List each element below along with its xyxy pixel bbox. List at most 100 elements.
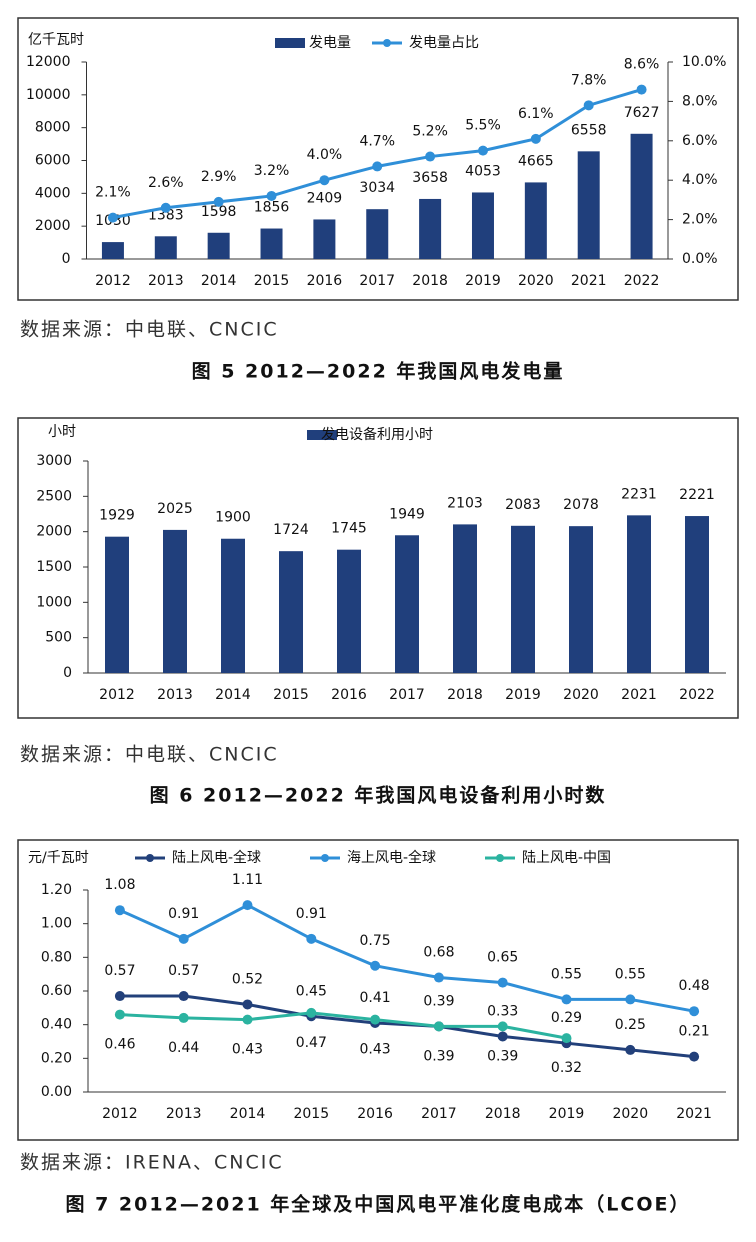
x-tick-label: 2021 bbox=[676, 1106, 712, 1122]
bar bbox=[366, 209, 389, 259]
x-tick-label: 2019 bbox=[549, 1106, 585, 1122]
legend-dot bbox=[496, 854, 504, 862]
data-label: 2.1% bbox=[95, 185, 131, 201]
data-label: 4.7% bbox=[359, 133, 395, 149]
bar bbox=[154, 236, 177, 259]
y-tick-label: 1500 bbox=[36, 559, 72, 575]
data-label: 0.21 bbox=[679, 1024, 710, 1040]
point bbox=[636, 84, 647, 95]
y2-tick-label: 4.0% bbox=[682, 172, 718, 188]
y-tick-label: 0 bbox=[62, 251, 71, 267]
data-label: 1745 bbox=[331, 521, 367, 537]
data-label: 8.6% bbox=[624, 57, 660, 73]
data-label: 1598 bbox=[201, 204, 237, 220]
point bbox=[160, 202, 171, 213]
x-tick-label: 2016 bbox=[331, 687, 367, 703]
y2-tick-label: 8.0% bbox=[682, 93, 718, 109]
line bbox=[112, 88, 642, 220]
x-tick-label: 2014 bbox=[201, 273, 237, 289]
y-tick-label: 2500 bbox=[36, 488, 72, 504]
x-tick-label: 2022 bbox=[679, 687, 715, 703]
legend-dot bbox=[146, 854, 154, 862]
y-tick-label: 3000 bbox=[36, 453, 72, 469]
y-tick-label: 2000 bbox=[35, 218, 71, 234]
figure-caption: 图 7 2012—2021 年全球及中国风电平准化度电成本（LCOE） bbox=[65, 1193, 690, 1216]
data-label: 1.11 bbox=[232, 872, 263, 888]
bar bbox=[101, 242, 124, 259]
point bbox=[242, 900, 253, 911]
bar bbox=[419, 198, 442, 259]
bar bbox=[221, 538, 245, 673]
bar bbox=[105, 536, 129, 673]
point bbox=[242, 999, 253, 1010]
point bbox=[306, 1007, 317, 1018]
bar bbox=[511, 525, 535, 673]
data-label: 0.57 bbox=[104, 963, 135, 979]
data-label: 0.29 bbox=[551, 1010, 582, 1026]
y2-tick-label: 2.0% bbox=[682, 212, 718, 228]
data-label: 7.8% bbox=[571, 72, 607, 88]
data-label: 1949 bbox=[389, 506, 425, 522]
data-label: 7627 bbox=[624, 105, 660, 121]
point bbox=[370, 960, 381, 971]
bar bbox=[337, 549, 361, 673]
y2-tick-label: 10.0% bbox=[682, 54, 726, 70]
x-tick-label: 2018 bbox=[412, 273, 448, 289]
point bbox=[583, 100, 594, 111]
data-label: 1.08 bbox=[104, 877, 135, 893]
data-label: 1929 bbox=[99, 508, 135, 524]
bar bbox=[569, 526, 593, 673]
point bbox=[178, 991, 189, 1002]
data-label: 5.2% bbox=[412, 124, 448, 140]
point bbox=[213, 196, 224, 207]
data-label: 0.57 bbox=[168, 963, 199, 979]
point bbox=[625, 1044, 636, 1055]
point bbox=[561, 994, 572, 1005]
data-label: 4.0% bbox=[307, 147, 343, 163]
point bbox=[433, 1021, 444, 1032]
chart-frame bbox=[17, 839, 739, 1141]
y-axis-label: 小时 bbox=[48, 424, 76, 440]
x-tick-label: 2022 bbox=[624, 273, 660, 289]
data-label: 0.39 bbox=[423, 993, 454, 1009]
data-label: 0.43 bbox=[360, 1042, 391, 1058]
y-tick-label: 500 bbox=[45, 630, 72, 646]
source-note: 数据来源：中电联、CNCIC bbox=[20, 744, 279, 766]
y-tick-label: 2000 bbox=[36, 524, 72, 540]
point bbox=[497, 977, 508, 988]
x-tick-label: 2015 bbox=[273, 687, 309, 703]
point bbox=[370, 1014, 381, 1025]
point bbox=[425, 151, 436, 162]
y-tick-label: 0.00 bbox=[41, 1084, 72, 1100]
data-label: 0.32 bbox=[551, 1060, 582, 1076]
bar bbox=[260, 228, 283, 259]
data-label: 0.41 bbox=[360, 990, 391, 1006]
data-label: 6.1% bbox=[518, 106, 554, 122]
data-label: 2221 bbox=[679, 487, 715, 503]
bar bbox=[630, 133, 653, 259]
line bbox=[119, 1011, 567, 1040]
x-tick-label: 2020 bbox=[563, 687, 599, 703]
bar bbox=[685, 516, 709, 673]
data-label: 2231 bbox=[621, 486, 657, 502]
point bbox=[107, 212, 118, 223]
y-tick-label: 6000 bbox=[35, 153, 71, 169]
data-label: 3658 bbox=[412, 170, 448, 186]
x-tick-label: 2015 bbox=[293, 1106, 329, 1122]
data-label: 0.68 bbox=[423, 945, 454, 961]
data-label: 2083 bbox=[505, 497, 541, 513]
data-label: 0.46 bbox=[104, 1037, 135, 1053]
point bbox=[561, 1033, 572, 1044]
data-label: 0.65 bbox=[487, 950, 518, 966]
source-note: 数据来源：IRENA、CNCIC bbox=[20, 1152, 284, 1174]
x-tick-label: 2012 bbox=[102, 1106, 138, 1122]
point bbox=[497, 1031, 508, 1042]
y-tick-label: 10000 bbox=[26, 87, 71, 103]
data-label: 0.39 bbox=[423, 1048, 454, 1064]
y-tick-label: 12000 bbox=[26, 54, 71, 70]
data-label: 2025 bbox=[157, 501, 193, 517]
point bbox=[497, 1021, 508, 1032]
x-tick-label: 2013 bbox=[148, 273, 184, 289]
line bbox=[119, 994, 695, 1059]
y-tick-label: 8000 bbox=[35, 120, 71, 136]
